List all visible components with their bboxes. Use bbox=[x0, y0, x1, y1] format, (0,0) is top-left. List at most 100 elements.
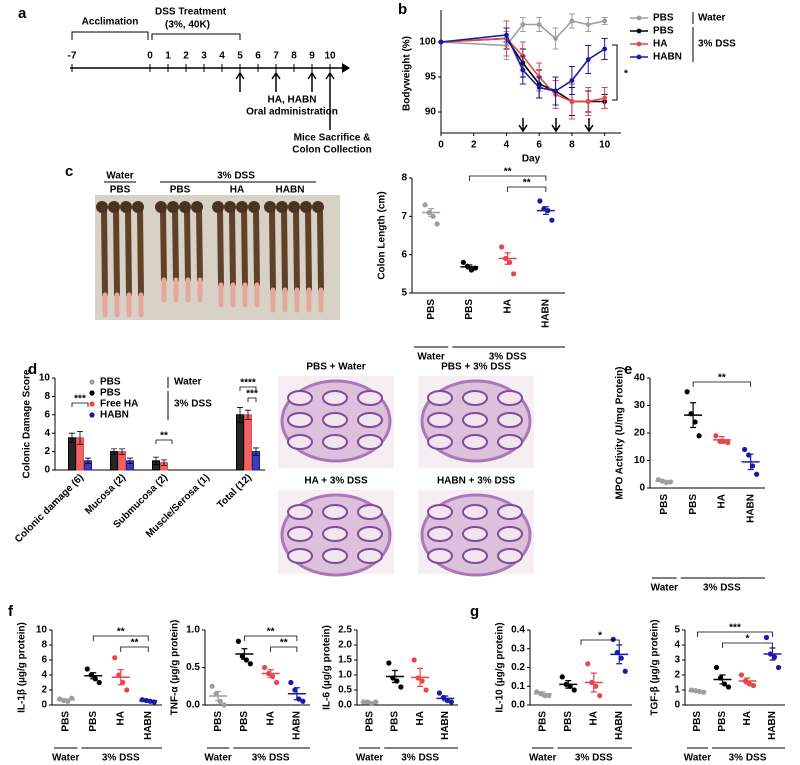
significance-bracket bbox=[468, 175, 547, 181]
event-label: Colon Collection bbox=[292, 145, 371, 156]
x-tick-label: HA bbox=[717, 494, 728, 508]
data-point bbox=[585, 57, 591, 62]
y-axis-label: Colonic Damage Score bbox=[22, 369, 33, 478]
group-label: Water bbox=[52, 753, 80, 764]
data-point bbox=[520, 22, 526, 27]
crypt bbox=[322, 526, 348, 542]
cecum bbox=[155, 201, 167, 213]
y-tick-label: 0.2 bbox=[511, 662, 525, 673]
colon-body bbox=[229, 207, 236, 288]
legend-label: PBS bbox=[653, 13, 674, 24]
data-point bbox=[84, 666, 90, 672]
data-point bbox=[239, 653, 245, 659]
y-tick-label: 5 bbox=[674, 625, 680, 636]
legend-marker bbox=[636, 41, 642, 47]
data-point bbox=[536, 22, 542, 27]
day-label: 3 bbox=[201, 51, 207, 62]
crypt bbox=[497, 526, 523, 542]
legend-marker bbox=[89, 412, 95, 418]
group-label: Water bbox=[684, 753, 712, 764]
x-tick-label: HA bbox=[742, 711, 753, 725]
significance: ** bbox=[160, 431, 168, 442]
y-axis-label: Bodyweight (%) bbox=[402, 36, 413, 111]
crypt bbox=[462, 504, 488, 520]
x-tick-label: HABN bbox=[541, 299, 552, 328]
panel-label: f bbox=[8, 603, 14, 620]
y-axis-label: TGF-β (µg/g protein) bbox=[650, 619, 661, 715]
data-point bbox=[771, 654, 778, 660]
cecum bbox=[132, 201, 144, 213]
colon-body bbox=[269, 207, 276, 293]
series-line bbox=[440, 34, 606, 92]
data-point bbox=[585, 661, 591, 667]
error-bar bbox=[117, 669, 124, 686]
crypt bbox=[322, 434, 348, 450]
data-point bbox=[622, 668, 628, 674]
error-bar bbox=[245, 409, 251, 420]
data-point bbox=[124, 687, 130, 693]
error-bar bbox=[153, 456, 159, 465]
day-label: 7 bbox=[273, 51, 279, 62]
day-label: -7 bbox=[68, 51, 77, 62]
colon-body bbox=[172, 207, 179, 283]
x-tick-label: PBS bbox=[563, 711, 574, 732]
data-point bbox=[422, 202, 428, 208]
panel-label: g bbox=[470, 603, 479, 620]
error-bar bbox=[504, 252, 511, 265]
significance: **** bbox=[240, 378, 256, 389]
legend-marker bbox=[89, 390, 95, 396]
y-tick-label: 0.5 bbox=[186, 662, 200, 673]
error-bar bbox=[417, 667, 424, 687]
y-tick-label: 1 bbox=[674, 685, 680, 696]
data-point bbox=[398, 684, 404, 690]
y-tick-label: 5 bbox=[401, 288, 407, 299]
crypt bbox=[427, 412, 453, 428]
group-label: Water bbox=[651, 583, 679, 594]
data-point bbox=[725, 440, 731, 446]
photo-treatment: PBS bbox=[110, 185, 131, 196]
crypt bbox=[462, 390, 488, 406]
legend-marker bbox=[636, 28, 642, 34]
x-tick-label: PBS bbox=[426, 299, 437, 320]
crypt bbox=[462, 434, 488, 450]
cecum bbox=[179, 201, 191, 213]
cecum bbox=[300, 201, 312, 213]
legend-label: PBS bbox=[100, 388, 121, 399]
significance: ** bbox=[718, 373, 726, 384]
x-tick-label: PBS bbox=[239, 711, 250, 732]
error-bar bbox=[145, 699, 152, 703]
x-tick-label: 10 bbox=[599, 140, 611, 151]
day-label: 9 bbox=[309, 51, 315, 62]
significance-bracket bbox=[580, 639, 620, 645]
x-tick-label: 4 bbox=[504, 140, 510, 151]
crypt bbox=[497, 390, 523, 406]
significance: * bbox=[624, 69, 628, 80]
crypt bbox=[322, 390, 348, 406]
data-point bbox=[750, 463, 756, 469]
y-tick-label: 3 bbox=[674, 655, 680, 666]
x-tick-label: HABN bbox=[440, 711, 451, 740]
error-bar bbox=[241, 648, 248, 660]
error-bar bbox=[215, 690, 222, 702]
histology-label: PBS + 3% DSS bbox=[441, 362, 511, 373]
bar bbox=[244, 414, 252, 471]
significance: *** bbox=[729, 623, 741, 634]
data-point bbox=[585, 99, 591, 104]
data-point bbox=[754, 471, 760, 477]
x-tick-label: PBS bbox=[60, 711, 71, 732]
error-bar bbox=[565, 680, 572, 689]
error-bar bbox=[661, 479, 668, 483]
bar bbox=[236, 414, 244, 471]
data-point bbox=[553, 88, 558, 94]
panel-label: c bbox=[65, 163, 73, 180]
colon-body bbox=[184, 207, 191, 283]
data-point bbox=[423, 687, 429, 693]
significance: * bbox=[746, 634, 750, 645]
colon-body bbox=[137, 207, 144, 298]
y-tick-label: 1.0 bbox=[186, 625, 200, 636]
data-point bbox=[692, 419, 698, 425]
legend-marker bbox=[89, 401, 95, 407]
error-bar bbox=[161, 459, 167, 466]
panel-label: b bbox=[398, 1, 407, 18]
y-tick-label: 8 bbox=[401, 173, 407, 184]
